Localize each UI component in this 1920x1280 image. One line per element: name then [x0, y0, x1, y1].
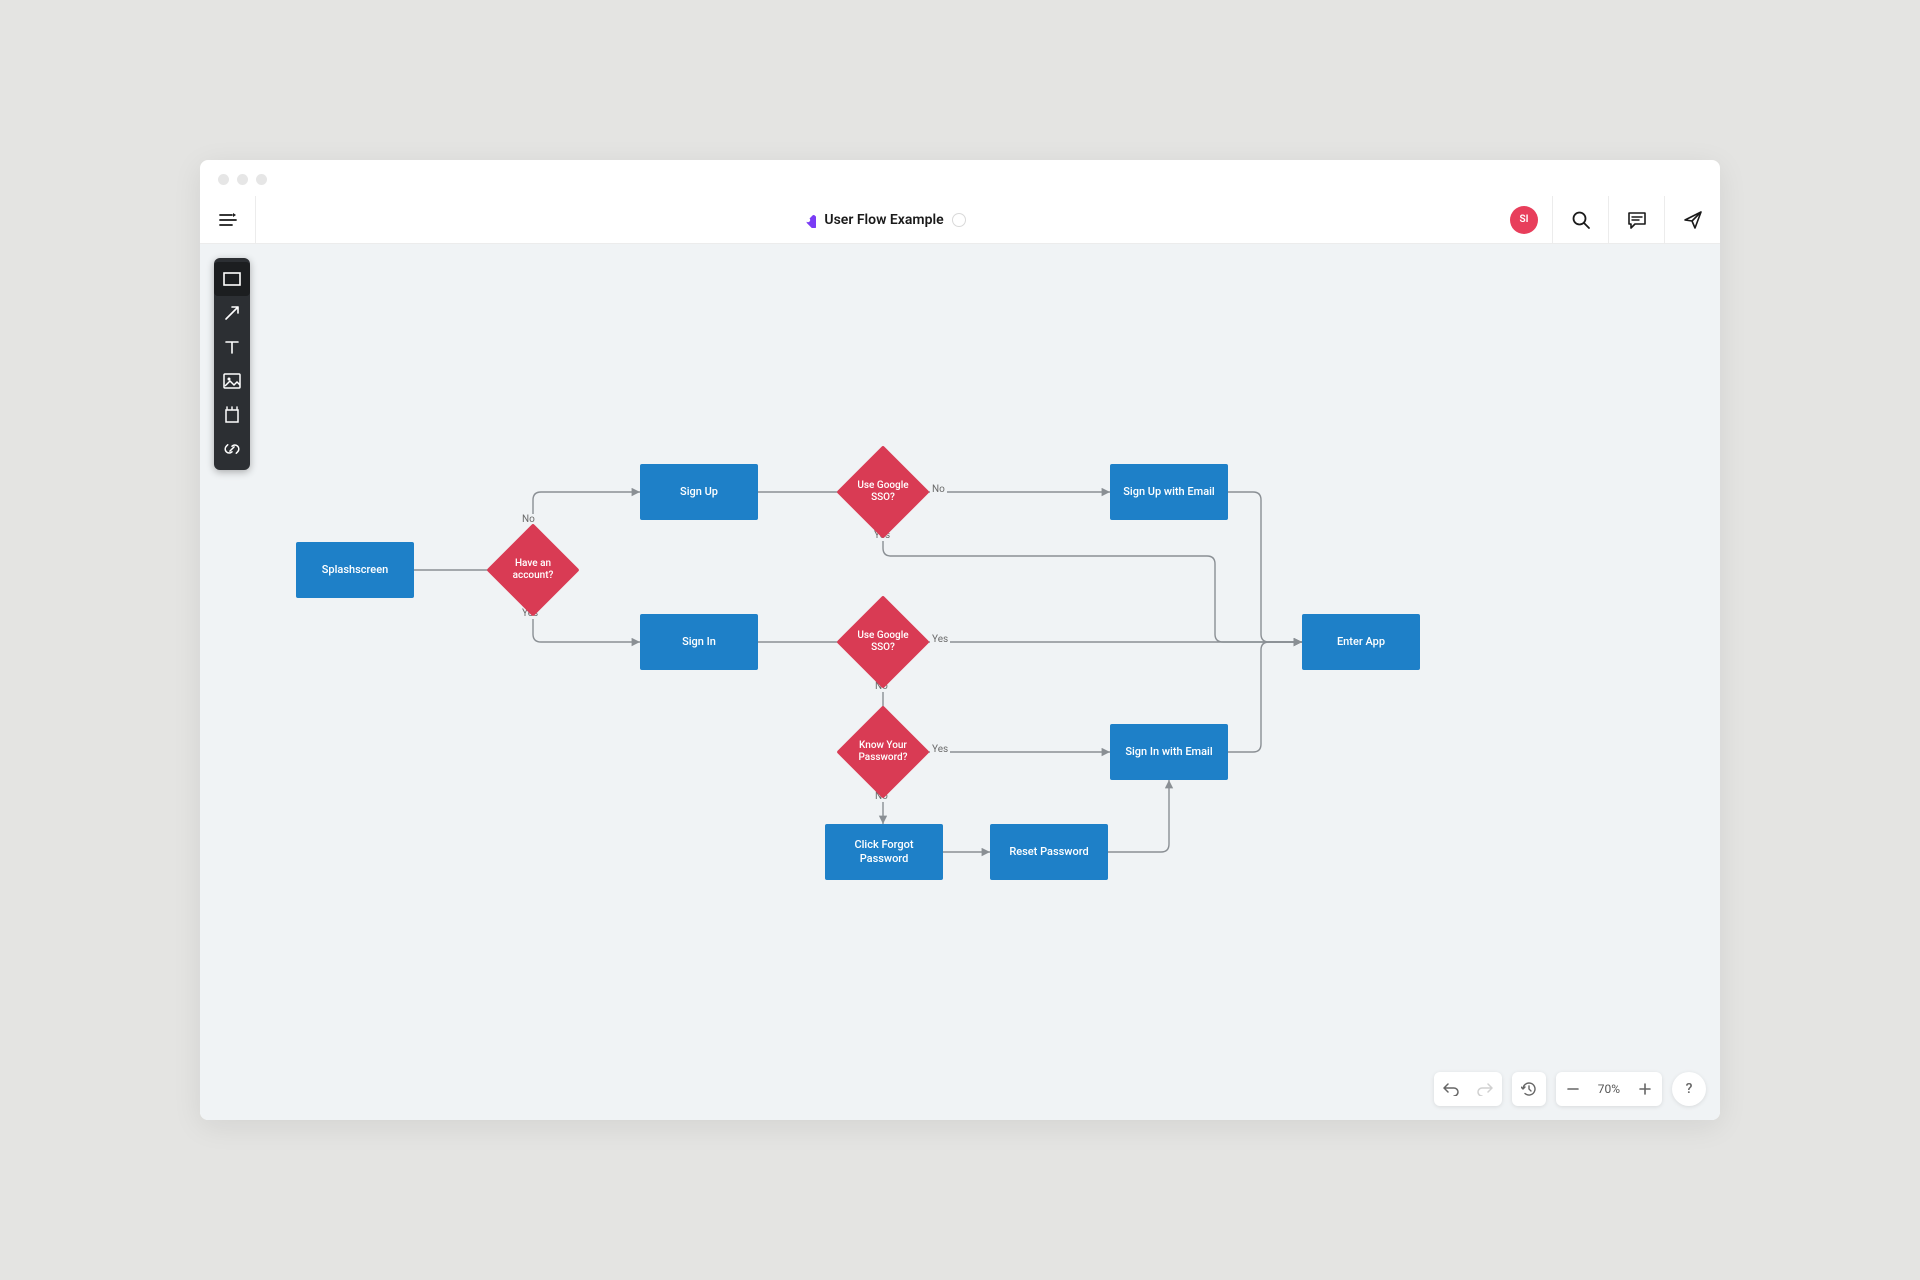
tool-image[interactable] — [214, 364, 250, 398]
history-button[interactable] — [1512, 1072, 1546, 1106]
tool-link[interactable] — [214, 432, 250, 466]
zoom-level[interactable]: 70% — [1590, 1082, 1628, 1096]
flow-node-resetpwd[interactable]: Reset Password — [990, 824, 1108, 880]
tool-arrow[interactable] — [214, 296, 250, 330]
undo-redo-group — [1434, 1072, 1502, 1106]
flow-node-signinemail[interactable]: Sign In with Email — [1110, 724, 1228, 780]
canvas[interactable]: No Yes No Yes Yes No Yes No Splashscreen… — [200, 244, 1720, 1120]
flow-node-forgotpwd[interactable]: Click Forgot Password — [825, 824, 943, 880]
edge-label: No — [930, 484, 947, 495]
tool-shape[interactable] — [214, 262, 250, 296]
minus-icon — [1567, 1083, 1579, 1095]
help-button[interactable]: ? — [1672, 1072, 1706, 1106]
redo-icon — [1477, 1082, 1493, 1096]
text-icon — [224, 339, 240, 355]
flow-decision-sso2[interactable]: Use Google SSO? — [850, 609, 916, 675]
header-right: SI — [1510, 196, 1720, 243]
window-controls — [218, 174, 267, 185]
tool-note[interactable] — [214, 398, 250, 432]
zoom-in-button[interactable] — [1628, 1072, 1662, 1106]
menu-button[interactable] — [200, 196, 256, 243]
search-icon — [1571, 210, 1591, 230]
document-title[interactable]: User Flow Example — [824, 212, 943, 228]
redo-button[interactable] — [1468, 1072, 1502, 1106]
search-button[interactable] — [1552, 196, 1608, 243]
header-bar: User Flow Example SI — [200, 196, 1720, 244]
flow-node-enterapp[interactable]: Enter App — [1302, 614, 1420, 670]
flow-node-signupemail[interactable]: Sign Up with Email — [1110, 464, 1228, 520]
edge-label: Yes — [930, 744, 950, 755]
note-icon — [224, 406, 240, 424]
history-icon — [1521, 1081, 1537, 1097]
tool-text[interactable] — [214, 330, 250, 364]
flow-node-signup[interactable]: Sign Up — [640, 464, 758, 520]
plus-icon — [1639, 1083, 1651, 1095]
send-icon — [1683, 210, 1703, 230]
bottom-controls: 70% ? — [1434, 1072, 1706, 1106]
window-dot — [256, 174, 267, 185]
flow-decision-knowpwd[interactable]: Know Your Password? — [850, 719, 916, 785]
app-window: User Flow Example SI — [200, 160, 1720, 1120]
app-icon — [800, 212, 816, 228]
arrow-icon — [223, 304, 241, 322]
undo-button[interactable] — [1434, 1072, 1468, 1106]
window-dot — [218, 174, 229, 185]
share-button[interactable] — [1664, 196, 1720, 243]
window-dot — [237, 174, 248, 185]
image-icon — [223, 373, 241, 389]
flow-decision-haveacct[interactable]: Have an account? — [500, 537, 566, 603]
flow-edges — [200, 244, 1720, 1120]
zoom-group: 70% — [1556, 1072, 1662, 1106]
menu-icon — [219, 213, 237, 227]
avatar[interactable]: SI — [1510, 206, 1538, 234]
comment-icon — [1627, 210, 1647, 230]
history-group — [1512, 1072, 1546, 1106]
shape-toolbar — [214, 258, 250, 470]
undo-icon — [1443, 1082, 1459, 1096]
edge-label: Yes — [930, 634, 950, 645]
comments-button[interactable] — [1608, 196, 1664, 243]
flow-decision-sso1[interactable]: Use Google SSO? — [850, 459, 916, 525]
link-icon — [223, 440, 241, 458]
flow-node-splash[interactable]: Splashscreen — [296, 542, 414, 598]
edge-label: No — [520, 514, 537, 525]
verified-icon — [952, 213, 966, 227]
zoom-out-button[interactable] — [1556, 1072, 1590, 1106]
rectangle-icon — [223, 272, 241, 286]
flow-node-signin[interactable]: Sign In — [640, 614, 758, 670]
header-center: User Flow Example — [256, 212, 1510, 228]
